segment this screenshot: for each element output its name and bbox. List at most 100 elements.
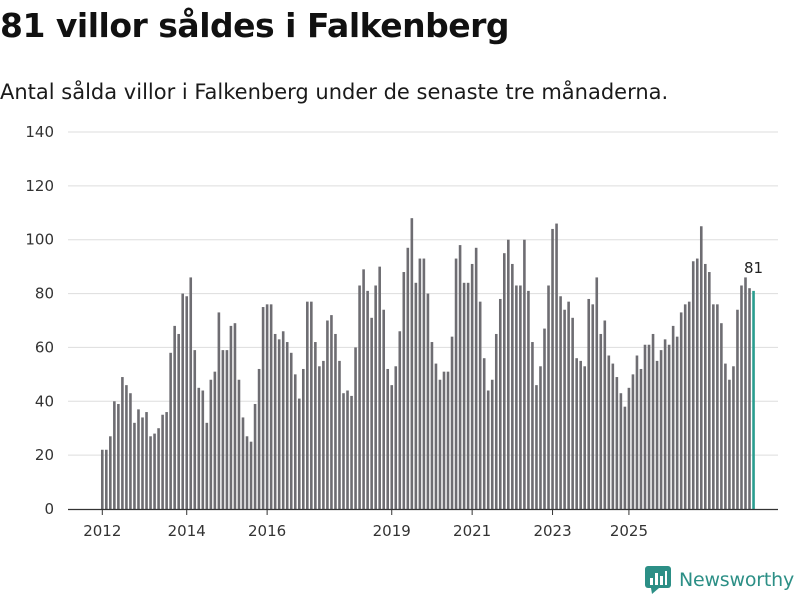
bar <box>531 342 534 509</box>
bar <box>193 350 197 509</box>
bar <box>511 263 514 509</box>
bar <box>470 263 474 509</box>
bar <box>346 390 349 509</box>
x-tick-label: 2023 <box>533 522 571 538</box>
bar <box>748 288 751 509</box>
bar <box>310 301 313 509</box>
bar <box>474 247 478 510</box>
bar <box>691 261 695 509</box>
bar <box>712 304 715 509</box>
bar <box>599 333 603 509</box>
bar <box>563 309 566 509</box>
y-tick-label: 140 <box>25 123 54 141</box>
bar <box>631 374 635 509</box>
bar <box>378 266 381 509</box>
bar <box>161 414 164 509</box>
bar <box>221 350 225 509</box>
brand-name: Newsworthy <box>678 569 794 591</box>
bar <box>358 285 361 509</box>
bar <box>579 360 582 509</box>
bar <box>732 366 735 509</box>
bar <box>181 293 184 509</box>
bar <box>362 269 365 509</box>
bar <box>133 422 136 509</box>
newsworthy-icon <box>644 566 671 594</box>
bar <box>394 366 398 509</box>
bar <box>454 258 458 509</box>
x-axis: 2012 2014 2016 2019 2021 2023 2025 <box>68 508 778 538</box>
bar <box>370 317 373 509</box>
bar <box>740 285 743 509</box>
chart-title: 81 villor såldes i Falkenberg <box>0 6 509 45</box>
bar <box>334 333 337 509</box>
bar <box>213 371 217 509</box>
bar <box>539 366 542 509</box>
bar <box>237 379 241 509</box>
bar <box>607 355 611 509</box>
bar <box>105 449 108 509</box>
bar <box>185 296 189 509</box>
bar <box>189 277 193 509</box>
bar <box>366 290 369 509</box>
bar <box>450 336 454 509</box>
bar <box>125 385 128 509</box>
bar <box>342 393 345 509</box>
bar <box>173 325 176 509</box>
bar <box>257 368 261 509</box>
bar <box>273 333 277 509</box>
bar <box>426 293 430 509</box>
bar <box>253 403 257 509</box>
bar <box>414 282 418 509</box>
bar <box>374 285 377 509</box>
bar <box>289 352 293 509</box>
bar <box>498 298 502 509</box>
y-tick-label: 120 <box>25 177 54 195</box>
bar <box>663 339 667 509</box>
y-tick-label: 20 <box>35 446 54 464</box>
bar <box>297 398 301 509</box>
bar <box>567 301 570 509</box>
bar <box>595 277 599 509</box>
bar <box>245 436 249 509</box>
bar <box>603 320 607 509</box>
bar <box>551 228 554 509</box>
bar <box>571 317 574 509</box>
bar <box>446 371 450 509</box>
bar <box>507 239 510 509</box>
bar <box>462 282 466 509</box>
bar <box>410 218 414 510</box>
bar <box>659 350 663 509</box>
bar <box>129 393 132 509</box>
bar <box>121 377 124 509</box>
bar <box>591 304 595 509</box>
bar <box>555 223 558 509</box>
bar <box>744 277 747 509</box>
bar <box>679 312 683 509</box>
bar <box>209 379 213 509</box>
x-tick-label: 2025 <box>610 522 648 538</box>
bar <box>704 263 707 509</box>
y-tick-label: 80 <box>35 285 54 303</box>
bar <box>478 301 482 509</box>
newsworthy-logo[interactable]: Newsworthy <box>644 566 794 594</box>
bar <box>402 272 406 509</box>
bar <box>285 342 289 509</box>
bar <box>225 350 229 509</box>
y-axis-ticks: 0 20 40 60 80 100 120 140 <box>25 123 54 518</box>
bar <box>643 344 647 509</box>
bar <box>205 422 209 509</box>
x-tick-label: 2021 <box>453 522 491 538</box>
bar <box>326 320 329 509</box>
bar <box>543 328 546 509</box>
bar <box>683 304 687 509</box>
bar <box>615 377 619 509</box>
bar <box>736 309 739 509</box>
bar <box>671 325 675 509</box>
bar <box>559 296 562 509</box>
bar <box>651 333 655 509</box>
bar <box>482 358 486 509</box>
x-tick-label: 2014 <box>168 522 206 538</box>
bar <box>458 245 462 509</box>
bar <box>699 226 703 509</box>
